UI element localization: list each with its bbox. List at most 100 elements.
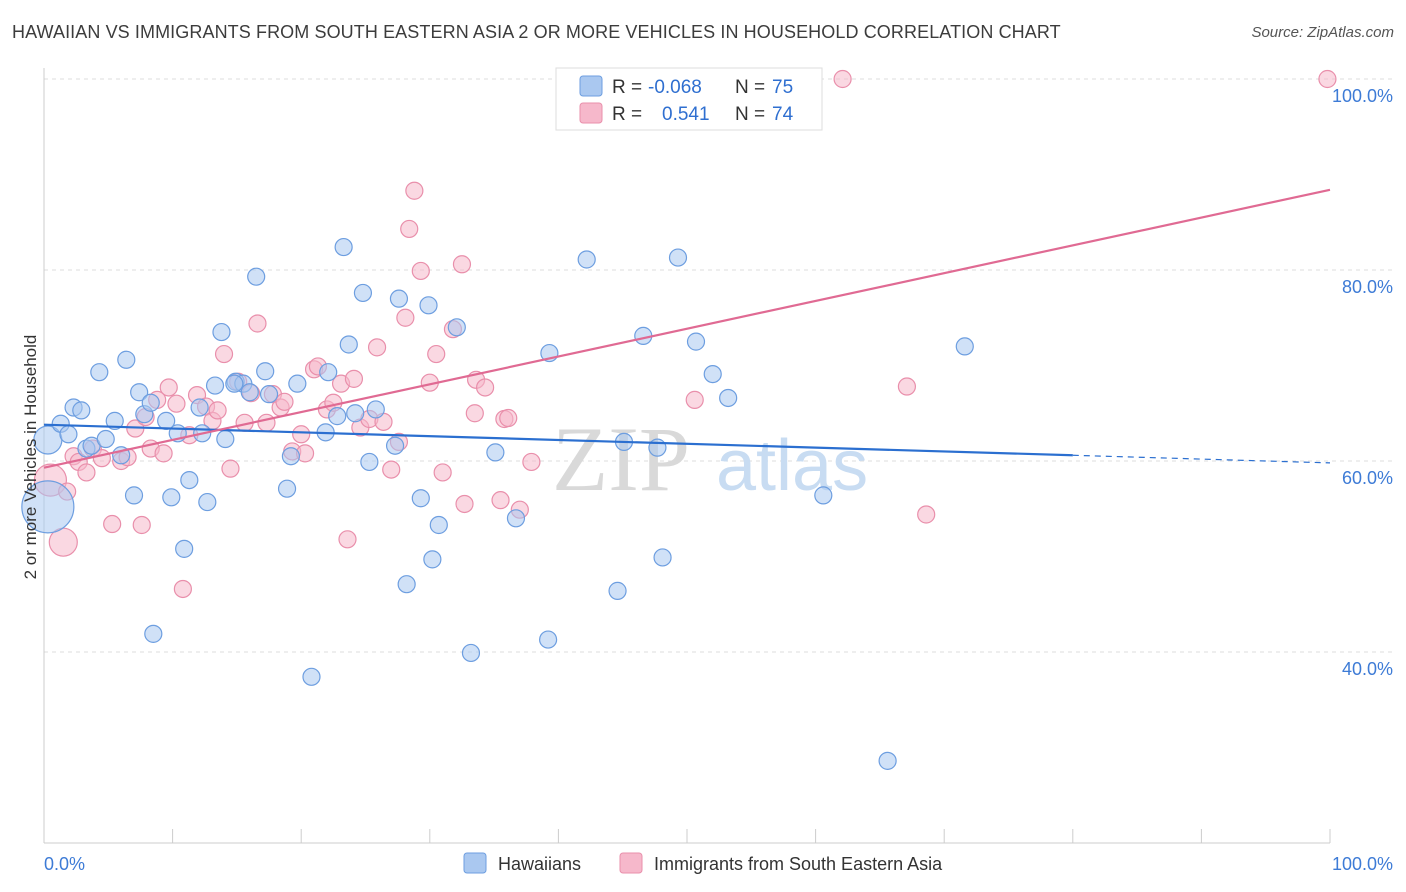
data-point-immigrants [685, 390, 704, 409]
legend-n-label-1: N = [735, 77, 765, 98]
data-point-immigrants [275, 392, 294, 411]
data-point-immigrants [77, 463, 96, 482]
data-point-hawaiians [461, 643, 481, 663]
y-tick-label-60: 60.0% [1342, 468, 1393, 488]
data-point-hawaiians [389, 289, 409, 308]
data-point-hawaiians [814, 486, 833, 505]
data-point-immigrants [1318, 69, 1337, 89]
trend-line-immigrants [43, 188, 1331, 469]
data-point-hawaiians [205, 376, 225, 395]
data-point-immigrants [499, 408, 518, 428]
legend-n-label-2: N = [735, 104, 765, 125]
data-point-immigrants [257, 413, 276, 432]
data-point-immigrants [405, 181, 424, 200]
data-point-immigrants [452, 255, 472, 274]
data-point-hawaiians [328, 407, 347, 426]
legend-swatch-hawaiians [579, 75, 603, 97]
data-point-immigrants [897, 377, 917, 396]
data-point-hawaiians [141, 393, 160, 412]
data-point-hawaiians [319, 363, 338, 382]
data-point-hawaiians [96, 429, 115, 449]
data-point-immigrants [367, 338, 387, 357]
legend-r-label-1: R = [612, 77, 642, 98]
data-point-hawaiians [180, 471, 199, 490]
data-point-hawaiians [216, 429, 235, 449]
data-point-hawaiians [334, 237, 353, 257]
y-tick-labels: 40.0% 60.0% 80.0% 100.0% [1332, 86, 1393, 679]
data-point-hawaiians [506, 509, 526, 528]
data-point-hawaiians [486, 443, 505, 462]
data-point-immigrants [154, 444, 173, 463]
data-point-hawaiians [288, 374, 307, 393]
data-point-immigrants [400, 219, 419, 239]
data-point-hawaiians [175, 539, 194, 558]
x-tick-label-max: 100.0% [1332, 854, 1393, 874]
data-point-hawaiians [124, 486, 144, 505]
data-point-hawaiians [955, 337, 974, 356]
bottom-legend: Hawaiians Immigrants from South Eastern … [463, 852, 943, 874]
data-point-immigrants [411, 261, 430, 281]
data-point-immigrants [433, 463, 452, 482]
data-point-hawaiians [608, 581, 627, 600]
data-point-hawaiians [411, 489, 430, 508]
data-point-immigrants [214, 344, 234, 364]
data-point-immigrants [159, 378, 178, 397]
data-point-hawaiians [240, 383, 259, 402]
legend-r-value-1: -0.068 [648, 77, 702, 98]
data-point-hawaiians [105, 411, 124, 430]
watermark-atlas: atlas [716, 426, 868, 506]
data-point-immigrants [465, 404, 484, 423]
data-point-hawaiians [385, 436, 405, 455]
data-point-hawaiians [360, 452, 379, 472]
data-point-hawaiians [429, 515, 448, 535]
data-point-hawaiians [281, 447, 301, 466]
legend-swatch-immigrants [579, 102, 603, 124]
data-point-hawaiians [539, 630, 558, 649]
data-point-hawaiians [144, 624, 163, 643]
data-point-immigrants [338, 530, 357, 549]
y-axis-title: 2 or more Vehicles in Household [21, 335, 40, 580]
data-point-hawaiians [302, 667, 321, 686]
legend-n-value-1: 75 [772, 77, 793, 98]
legend-box: R = -0.068 N = 75 R = 0.541 N = 74 [555, 67, 823, 131]
data-point-hawaiians [259, 385, 279, 404]
data-point-hawaiians [90, 363, 109, 382]
data-point-hawaiians [878, 751, 897, 770]
data-point-hawaiians [256, 362, 275, 381]
data-point-hawaiians [447, 318, 466, 337]
data-point-immigrants [132, 515, 151, 535]
data-point-immigrants [248, 314, 267, 333]
data-point-hawaiians [339, 335, 358, 354]
legend-n-value-2: 74 [772, 104, 794, 125]
data-point-immigrants [221, 459, 240, 478]
data-point-hawaiians [719, 388, 738, 408]
data-point-immigrants [103, 514, 122, 534]
data-point-hawaiians [353, 283, 373, 303]
data-point-hawaiians [198, 492, 217, 512]
watermark-zip: ZIP [552, 408, 690, 510]
legend-r-value-2: 0.541 [662, 104, 710, 125]
x-tick-label-min: 0.0% [44, 854, 85, 874]
y-tick-label-40: 40.0% [1342, 659, 1393, 679]
data-point-hawaiians [366, 400, 385, 419]
data-point-immigrants [344, 369, 364, 388]
data-point-hawaiians [247, 267, 266, 286]
axes [43, 68, 1331, 844]
bottom-legend-swatch-hawaiians [463, 852, 487, 874]
data-point-immigrants [427, 344, 446, 364]
data-point-immigrants [173, 579, 192, 599]
data-point-immigrants [917, 505, 936, 524]
data-point-hawaiians [59, 425, 78, 444]
grid-lines [44, 78, 1392, 653]
bottom-legend-label-hawaiians: Hawaiians [498, 854, 581, 874]
data-point-immigrants [167, 394, 186, 413]
data-point-hawaiians [117, 350, 136, 369]
data-point-hawaiians [21, 480, 75, 534]
bottom-legend-swatch-immigrants [619, 852, 643, 874]
x-tick-labels: 0.0% 100.0% [44, 854, 1393, 874]
data-point-hawaiians [419, 296, 438, 315]
data-point-immigrants [491, 491, 510, 510]
data-point-hawaiians [130, 383, 149, 402]
chart-source: Source: ZipAtlas.com [1251, 24, 1394, 41]
